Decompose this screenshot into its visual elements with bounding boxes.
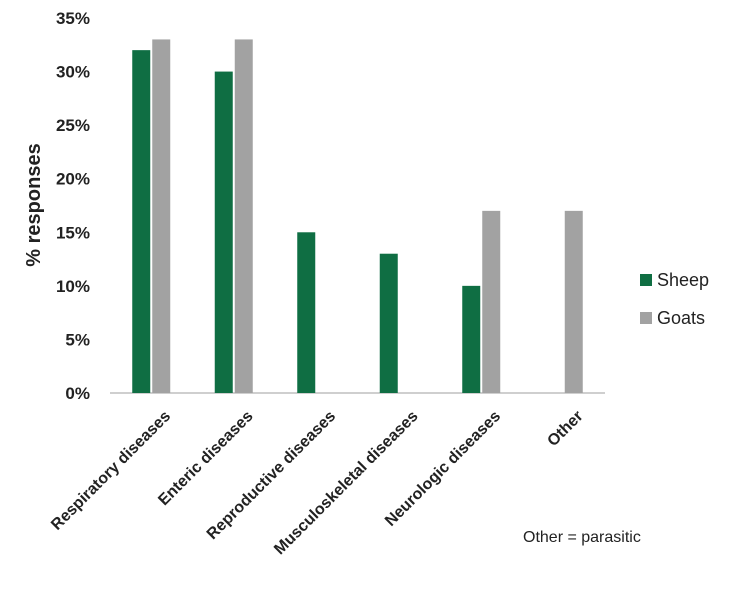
y-tick-label: 10% bbox=[56, 277, 90, 296]
y-tick-label: 30% bbox=[56, 63, 90, 82]
bar-sheep bbox=[462, 285, 481, 393]
y-tick-label: 25% bbox=[56, 116, 90, 135]
bar-sheep bbox=[214, 71, 233, 394]
y-tick-label: 0% bbox=[65, 384, 90, 403]
bar-goats bbox=[234, 39, 253, 394]
legend-label-goats: Goats bbox=[657, 308, 705, 328]
x-category-label: Respiratory diseases bbox=[48, 408, 174, 534]
y-tick-label: 15% bbox=[56, 223, 90, 242]
y-axis-ticks: 0% 5% 10% 15% 20% 25% 30% 35% bbox=[56, 9, 90, 403]
y-tick-label: 20% bbox=[56, 170, 90, 189]
y-tick-label: 35% bbox=[56, 9, 90, 28]
bar-goats bbox=[152, 39, 171, 394]
bar-sheep bbox=[379, 253, 398, 393]
x-category-label: Other bbox=[544, 408, 586, 450]
legend-label-sheep: Sheep bbox=[657, 270, 709, 290]
bar-goats bbox=[564, 210, 583, 393]
bar-sheep bbox=[297, 232, 316, 393]
y-tick-label: 5% bbox=[65, 330, 90, 349]
legend-swatch-sheep bbox=[640, 274, 652, 286]
y-axis-label: % responses bbox=[23, 143, 45, 266]
legend-swatch-goats bbox=[640, 312, 652, 324]
bar-goats bbox=[482, 210, 501, 393]
bars bbox=[132, 39, 583, 394]
legend: Sheep Goats bbox=[640, 270, 709, 328]
bar-sheep bbox=[132, 50, 151, 394]
x-category-label: Musculoskeletal diseases bbox=[271, 408, 421, 558]
annotation-note: Other = parasitic bbox=[523, 529, 641, 546]
